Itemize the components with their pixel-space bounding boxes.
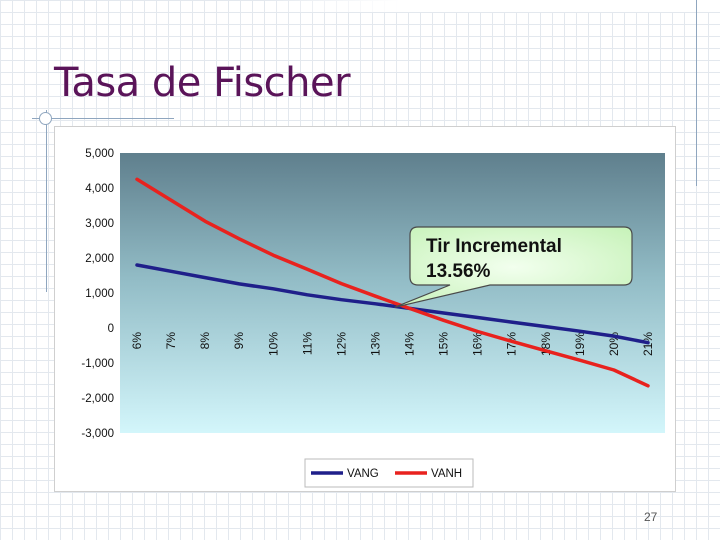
y-tick-label: 1,000 — [85, 288, 114, 300]
y-tick-label: -2,000 — [81, 393, 114, 405]
chart-frame: 5,000 4,000 3,000 2,000 1,000 0 -1,000 -2,000 -3… — [54, 126, 676, 492]
annotation-callout — [394, 226, 633, 308]
decor-circle — [39, 112, 52, 125]
legend-label-vanh: VANH — [431, 468, 462, 480]
plot-area — [120, 153, 665, 433]
x-tick-label: 16% — [471, 332, 485, 356]
decor-line-vertical — [46, 110, 47, 292]
annotation-value: 13.56% — [426, 261, 491, 282]
x-tick-label: 11% — [300, 332, 314, 355]
slide-title: Tasa de Fischer — [54, 60, 351, 106]
y-tick-label: 0 — [108, 323, 114, 335]
top-decor-band — [262, 0, 720, 12]
y-tick-label: -3,000 — [81, 428, 114, 440]
x-tick-label: 9% — [232, 332, 246, 350]
x-tick-label: 14% — [403, 332, 417, 356]
x-tick-label: 13% — [368, 332, 382, 356]
slide-number: 27 — [644, 510, 658, 524]
x-tick-label: 19% — [573, 332, 587, 356]
x-tick-label: 10% — [266, 332, 280, 356]
y-tick-label: 5,000 — [85, 148, 114, 160]
x-tick-label: 8% — [198, 332, 212, 350]
x-tick-label: 6% — [130, 332, 144, 350]
y-tick-label: 4,000 — [85, 183, 114, 195]
series-line-vanh — [135, 177, 650, 388]
x-tick-label: 15% — [437, 332, 451, 356]
x-tick-label: 12% — [334, 332, 348, 356]
chart: 5,000 4,000 3,000 2,000 1,000 0 -1,000 -2,000 -3… — [81, 148, 665, 488]
series-line-vang — [135, 263, 650, 345]
annotation-label: Tir Incremental — [426, 236, 562, 257]
decor-line-right — [696, 0, 697, 186]
x-tick-label: 17% — [505, 332, 519, 356]
y-tick-label: 2,000 — [85, 253, 114, 265]
x-tick-label: 7% — [164, 332, 178, 350]
y-tick-label: -1,000 — [81, 358, 114, 370]
y-tick-label: 3,000 — [85, 218, 114, 230]
decor-line-horizontal — [32, 118, 174, 119]
legend-label-vang: VANG — [347, 468, 379, 480]
